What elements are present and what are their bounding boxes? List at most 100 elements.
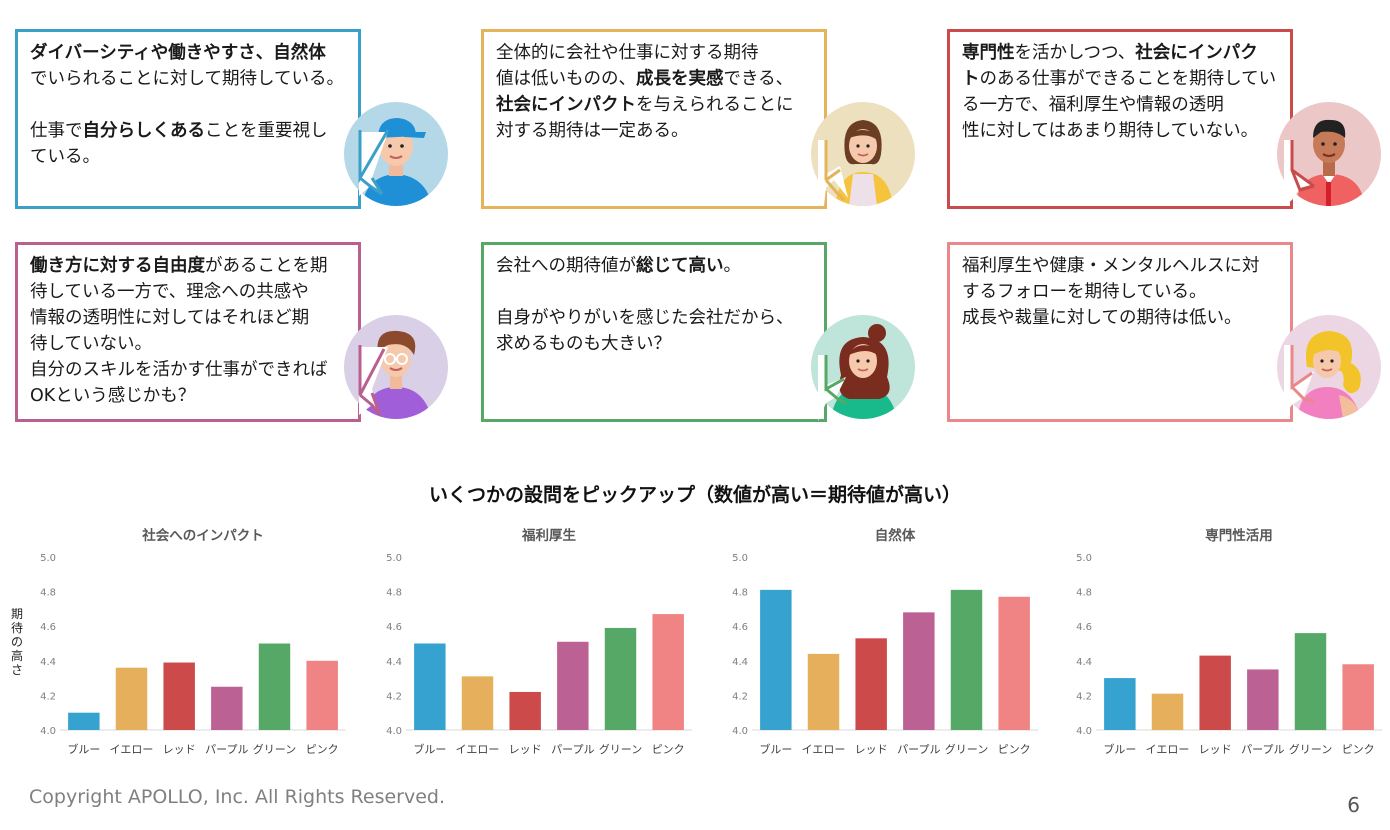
x-category-label: ブルー	[67, 742, 100, 756]
x-category-label: グリーン	[1289, 742, 1332, 756]
y-tick-label: 4.2	[386, 691, 402, 702]
y-tick-label: 4.6	[732, 622, 748, 633]
card-text: 。	[723, 256, 742, 276]
card-pointer-pink	[1284, 345, 1315, 415]
y-tick-label: 4.4	[732, 657, 748, 668]
x-category-label: レッド	[163, 743, 196, 756]
card-text: ている。	[30, 147, 100, 167]
card-text-line: 社会にインパクトを与えられることに	[496, 92, 812, 118]
card-text: を活かしつつ、	[1014, 43, 1136, 63]
x-category-label: レッド	[855, 743, 888, 756]
x-category-label: イエロー	[802, 743, 846, 756]
copyright-footer: Copyright APOLLO, Inc. All Rights Reserv…	[29, 786, 446, 808]
persona-card-red: 専門性を活かしつつ、社会にインパク トのある仕事ができることを期待している一方で、…	[947, 29, 1293, 209]
y-tick-label: 4.0	[732, 726, 748, 737]
bar-0	[1104, 678, 1136, 730]
x-category-label: イエロー	[456, 743, 500, 756]
card-text-emphasis: 働き方に対する自由度	[30, 256, 205, 276]
x-category-label: ブルー	[759, 742, 792, 756]
card-text: でいられることに対して期待している。	[30, 69, 344, 89]
card-text-line	[496, 279, 812, 305]
y-tick-label: 4.6	[1076, 622, 1092, 633]
card-text: 情報の透明性に対してはそれほど期	[30, 308, 310, 328]
y-tick-label: 5.0	[40, 553, 56, 564]
x-category-label: レッド	[1199, 743, 1232, 756]
bar-chart-social-impact: 社会へのインパクト 4.0 4.2 4.4 4.6 4.8 5.0 ブルー イエロー レッド パープ…	[40, 527, 346, 756]
card-text-line: ている。	[30, 144, 346, 170]
y-tick-label: 5.0	[1076, 553, 1092, 564]
card-text-line: 専門性を活かしつつ、社会にインパク	[962, 40, 1278, 66]
card-pointer-purple	[358, 345, 388, 416]
bar-3	[903, 612, 935, 730]
card-text-line: 値は低いものの、成長を実感できる、	[496, 66, 812, 92]
bar-4	[950, 589, 983, 730]
card-text-line: 求めるものも大きい？	[496, 331, 812, 357]
card-text-line: OKという感じかも？	[30, 383, 346, 409]
card-pointer-green	[818, 355, 847, 421]
y-tick-label: 4.6	[40, 622, 56, 633]
y-axis-label-text: 期 待 の 高 さ	[10, 607, 23, 677]
bar-0	[760, 589, 792, 730]
bar-2	[163, 662, 195, 730]
bar-2	[855, 638, 887, 730]
card-text: る一方で、福利厚生や情報の透明	[962, 95, 1224, 115]
card-text-emphasis: 社会にインパクト	[496, 95, 636, 115]
bar-0	[68, 712, 100, 730]
bar-4	[258, 643, 291, 730]
card-text-line: 成長や裁量に対しての期待は低い。	[962, 305, 1278, 331]
card-text-line: ダイバーシティや働きやすさ、自然体	[30, 40, 346, 66]
card-text-line: するフォローを期待している。	[962, 279, 1278, 305]
card-text: 求めるものも大きい？	[496, 334, 671, 354]
bar-5	[306, 660, 338, 730]
card-text-line: 待していない。	[30, 331, 346, 357]
x-category-label: ピンク	[306, 743, 339, 756]
card-text-line: 性に対してはあまり期待していない。	[962, 118, 1278, 144]
card-text: するフォローを期待している。	[962, 282, 1207, 302]
bar-5	[1342, 664, 1374, 730]
page-number: 6	[1347, 793, 1360, 817]
x-category-label: パープル	[551, 743, 594, 756]
y-tick-label: 4.2	[1076, 691, 1092, 702]
card-text-emphasis: ダイバーシティや働きやすさ、自然体	[30, 43, 326, 63]
card-text-emphasis: 成長を実感	[636, 69, 724, 89]
bar-chart-natural: 自然体 4.0 4.2 4.4 4.6 4.8 5.0 ブルー イエロー レッド パープル グリーンピ…	[732, 527, 1038, 756]
persona-avatar-yellow-icon	[811, 102, 915, 206]
x-category-label: ブルー	[413, 742, 446, 756]
card-pointer-yellow	[818, 140, 848, 206]
card-text-line: 仕事で自分らしくあることを重要視し	[30, 118, 346, 144]
persona-avatar-green-icon	[811, 315, 915, 419]
card-text-line: 会社への期待値が総じて高い。	[496, 253, 812, 279]
x-category-label: グリーン	[253, 742, 296, 756]
bar-0	[414, 643, 446, 730]
bar-3	[557, 641, 589, 730]
card-text-line: 自身がやりがいを感じた会社だから、	[496, 305, 812, 331]
card-text-line: 福利厚生や健康・メンタルヘルスに対	[962, 253, 1278, 279]
persona-avatar-red-icon	[1277, 102, 1381, 206]
card-text-line: トのある仕事ができることを期待してい	[962, 66, 1278, 92]
y-tick-label: 4.8	[732, 588, 748, 599]
y-tick-label: 4.8	[1076, 588, 1092, 599]
x-category-label: レッド	[509, 743, 542, 756]
section-title: いくつかの設問をピックアップ（数値が高い＝期待値が高い）	[428, 484, 961, 506]
y-tick-label: 4.8	[386, 588, 402, 599]
card-text: 会社への期待値が	[496, 256, 636, 276]
bar-2	[1199, 655, 1231, 730]
y-tick-label: 4.2	[732, 691, 748, 702]
bar-1	[461, 676, 494, 730]
card-text: 全体的に会社や仕事に対する期待	[496, 43, 759, 63]
y-tick-label: 5.0	[386, 553, 402, 564]
card-pointer-blue	[358, 129, 390, 196]
card-text: 自身がやりがいを感じた会社だから、	[496, 308, 794, 328]
bar-5	[652, 614, 684, 730]
chart-title: 自然体	[875, 527, 916, 544]
card-text: 待している一方で、理念への共感や	[30, 282, 309, 302]
y-tick-label: 4.4	[386, 657, 402, 668]
y-tick-label: 4.4	[40, 657, 56, 668]
card-text: 対する期待は一定ある。	[496, 121, 689, 141]
y-tick-label: 5.0	[732, 553, 748, 564]
card-text-emphasis: 総じて高い	[636, 256, 724, 276]
card-text-emphasis: 専門性	[962, 43, 1015, 63]
card-text: 待していない。	[30, 334, 152, 354]
chart-title: 福利厚生	[521, 527, 576, 544]
bar-2	[509, 691, 541, 730]
